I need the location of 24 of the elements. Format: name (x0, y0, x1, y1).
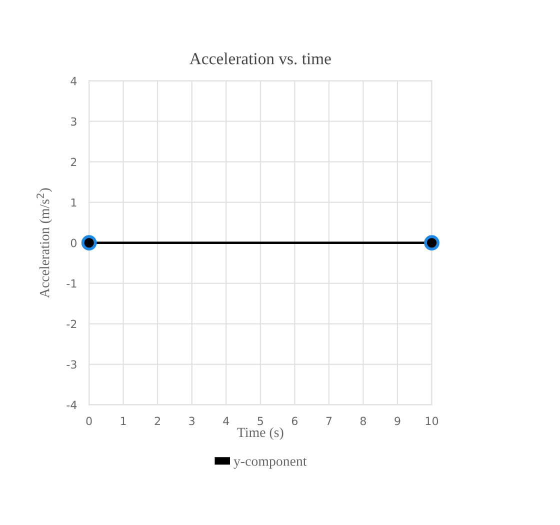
y-tick-label: 4 (70, 76, 77, 86)
x-tick-label: 3 (189, 416, 194, 426)
y-tick-label: -4 (66, 400, 77, 409)
y-tick-label: 3 (71, 117, 76, 126)
x-tick-label: 9 (394, 416, 400, 426)
y-tick-label: 0 (70, 238, 76, 248)
y-tick-label: -3 (66, 360, 76, 369)
y-tick-label: 1 (71, 198, 76, 207)
chart-title: Acceleration vs. time (190, 52, 331, 64)
legend-label: y-component (234, 458, 307, 469)
x-tick-label: 1 (121, 416, 126, 426)
y-axis-title: Acceleration (m/s$^{2}$) (36, 188, 52, 298)
x-tick-label: 8 (360, 416, 366, 426)
y-tick-label: -2 (66, 320, 76, 328)
x-tick-label: 5 (258, 416, 263, 426)
x-tick-label: 2 (154, 416, 160, 426)
x-tick-label: 7 (326, 416, 332, 426)
x-tick-label: 4 (223, 416, 230, 426)
x-tick-label: 10 (426, 416, 438, 426)
x-axis-title: Time (s) (237, 427, 284, 440)
y-tick-label: 2 (70, 158, 76, 166)
x-tick-label: 6 (292, 416, 298, 426)
y-tick-label: -1 (66, 279, 76, 288)
x-tick-label: 0 (86, 416, 92, 426)
